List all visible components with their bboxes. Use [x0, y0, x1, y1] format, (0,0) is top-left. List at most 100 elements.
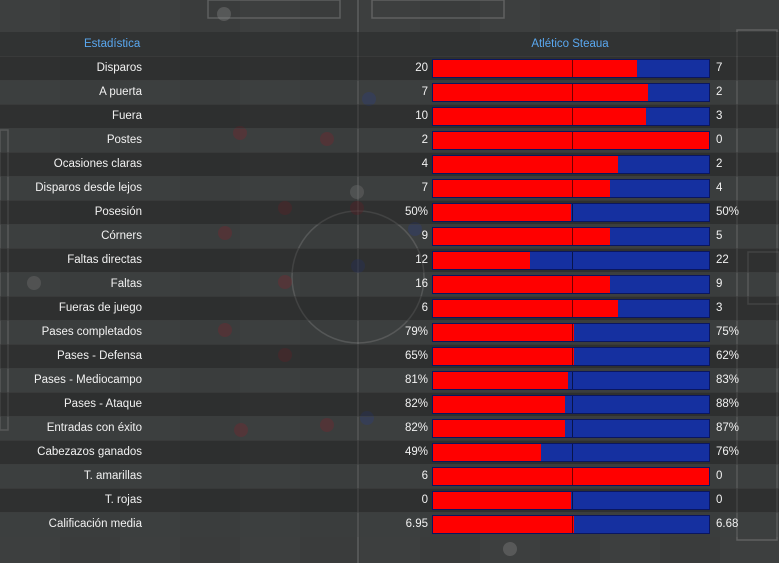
stat-row: Postes 2 0: [0, 128, 779, 153]
bar-midline: [572, 468, 573, 485]
away-value: 76%: [716, 446, 740, 458]
bar-midline: [572, 372, 573, 389]
home-value: 2: [421, 134, 428, 146]
away-value: 75%: [716, 326, 740, 338]
pitch-marker: [360, 411, 374, 425]
bar-midline: [572, 492, 573, 509]
home-value: 10: [415, 110, 428, 122]
away-value: 87%: [716, 422, 740, 434]
home-value: 12: [415, 254, 428, 266]
bar-midline: [572, 60, 573, 77]
stat-label: Calificación media: [48, 518, 142, 530]
comparison-bar: [432, 227, 710, 246]
home-value: 9: [421, 230, 428, 242]
bar-midline: [572, 228, 573, 245]
comparison-bar: [432, 275, 710, 294]
stat-label: Faltas: [110, 278, 142, 290]
comparison-bar: [432, 491, 710, 510]
home-value: 7: [421, 86, 428, 98]
stat-row: Pases - Ataque 82% 88%: [0, 392, 779, 417]
stats-header: Estadística Atlético Steaua: [0, 32, 779, 56]
stat-row: Faltas directas 12 22: [0, 248, 779, 273]
stat-label: Entradas con éxito: [46, 422, 142, 434]
bar-midline: [572, 396, 573, 413]
stat-label: Faltas directas: [67, 254, 142, 266]
home-value: 20: [415, 62, 428, 74]
pitch-marker: [27, 276, 41, 290]
home-value: 16: [415, 278, 428, 290]
home-value: 7: [421, 182, 428, 194]
home-bar-fill: [433, 204, 571, 221]
pitch-marker: [351, 259, 365, 273]
home-bar-fill: [433, 84, 648, 101]
home-bar-fill: [433, 180, 610, 197]
stat-label: Cabezazos ganados: [37, 446, 142, 458]
away-value: 6.68: [716, 518, 739, 530]
comparison-bar: [432, 443, 710, 462]
home-value: 6: [421, 302, 428, 314]
bar-midline: [572, 348, 573, 365]
comparison-bar: [432, 251, 710, 270]
stat-row: Disparos desde lejos 7 4: [0, 176, 779, 201]
away-value: 5: [716, 230, 723, 242]
stat-row: Ocasiones claras 4 2: [0, 152, 779, 177]
pitch-marker: [217, 7, 231, 21]
stat-label: Pases - Ataque: [64, 398, 142, 410]
away-value: 9: [716, 278, 723, 290]
away-value: 0: [716, 470, 723, 482]
stat-label: Ocasiones claras: [53, 158, 142, 170]
home-value: 65%: [404, 350, 428, 362]
stat-label: Córners: [101, 230, 142, 242]
away-value: 2: [716, 158, 723, 170]
stat-label: A puerta: [99, 86, 142, 98]
stat-row: Fueras de juego 6 3: [0, 296, 779, 321]
home-bar-fill: [433, 276, 610, 293]
away-value: 0: [716, 134, 723, 146]
stat-row: Pases completados 79% 75%: [0, 320, 779, 345]
away-value: 3: [716, 302, 723, 314]
stat-label: T. amarillas: [83, 470, 142, 482]
bar-midline: [572, 180, 573, 197]
stat-label: Fueras de juego: [58, 302, 142, 314]
stat-row: Posesión 50% 50%: [0, 200, 779, 225]
home-value: 0: [421, 494, 428, 506]
stat-label: Pases - Mediocampo: [33, 374, 142, 386]
stat-label: Disparos: [96, 62, 142, 74]
bar-midline: [572, 300, 573, 317]
pitch-marker: [218, 226, 232, 240]
home-bar-fill: [433, 492, 571, 509]
comparison-bar: [432, 395, 710, 414]
comparison-bar: [432, 515, 710, 534]
stat-row: Pases - Defensa 65% 62%: [0, 344, 779, 369]
pitch-marker: [350, 185, 364, 199]
pitch-marker: [278, 348, 292, 362]
away-value: 22: [716, 254, 729, 266]
home-bar-fill: [433, 252, 530, 269]
bar-midline: [572, 276, 573, 293]
stat-label: Pases - Defensa: [56, 350, 142, 362]
bar-midline: [572, 108, 573, 125]
away-value: 62%: [716, 350, 740, 362]
stat-column-header[interactable]: Estadística: [84, 38, 141, 50]
comparison-bar: [432, 419, 710, 438]
away-value: 83%: [716, 374, 740, 386]
home-value: 4: [421, 158, 428, 170]
pitch-marker: [320, 418, 334, 432]
stat-label: Disparos desde lejos: [35, 182, 142, 194]
home-bar-fill: [433, 420, 565, 437]
home-bar-fill: [433, 348, 574, 365]
pitch-marker: [320, 132, 334, 146]
home-value: 81%: [404, 374, 428, 386]
home-value: 79%: [404, 326, 428, 338]
home-bar-fill: [433, 444, 541, 461]
bar-midline: [572, 324, 573, 341]
teams-column-header[interactable]: Atlético Steaua: [531, 38, 609, 50]
bar-midline: [572, 252, 573, 269]
away-value: 4: [716, 182, 723, 194]
home-value: 6.95: [405, 518, 428, 530]
comparison-bar: [432, 371, 710, 390]
stat-row: T. amarillas 6 0: [0, 464, 779, 489]
pitch-marker: [408, 222, 422, 236]
comparison-bar: [432, 107, 710, 126]
